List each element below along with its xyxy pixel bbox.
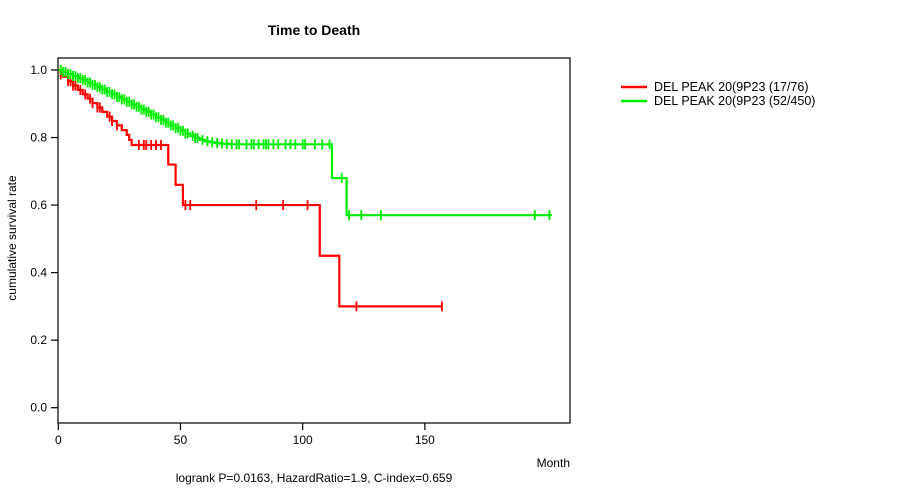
chart-title: Time to Death: [268, 22, 360, 38]
y-tick-label: 0.2: [30, 333, 47, 347]
legend: DEL PEAK 20(9P23 (17/76) DEL PEAK 20(9P2…: [621, 80, 815, 108]
y-axis: 0.0 0.2 0.4 0.6 0.8 1.0: [30, 63, 58, 415]
survival-curve: [58, 68, 442, 308]
legend-label-red: DEL PEAK 20(9P23 (17/76): [654, 80, 809, 94]
x-tick-label: 50: [174, 433, 188, 447]
x-tick-label: 0: [55, 433, 62, 447]
series-red: [58, 68, 443, 312]
plot-box: [57, 57, 571, 424]
legend-label-green: DEL PEAK 20(9P23 (52/450): [654, 94, 815, 108]
y-tick-label: 0.0: [30, 401, 47, 415]
y-tick-label: 1.0: [30, 63, 47, 77]
survival-curves: [58, 65, 552, 312]
y-tick-label: 0.8: [30, 131, 47, 145]
y-tick-label: 0.4: [30, 266, 47, 280]
x-axis-label: Month: [537, 456, 570, 470]
stats-footer: logrank P=0.0163, HazardRatio=1.9, C-ind…: [176, 471, 453, 485]
x-tick-label: 100: [293, 433, 313, 447]
series-green: [58, 65, 552, 221]
x-axis: 0 50 100 150: [55, 423, 435, 447]
y-axis-label: cumulative survival rate: [5, 175, 19, 301]
y-tick-label: 0.6: [30, 198, 47, 212]
x-tick-label: 150: [415, 433, 435, 447]
